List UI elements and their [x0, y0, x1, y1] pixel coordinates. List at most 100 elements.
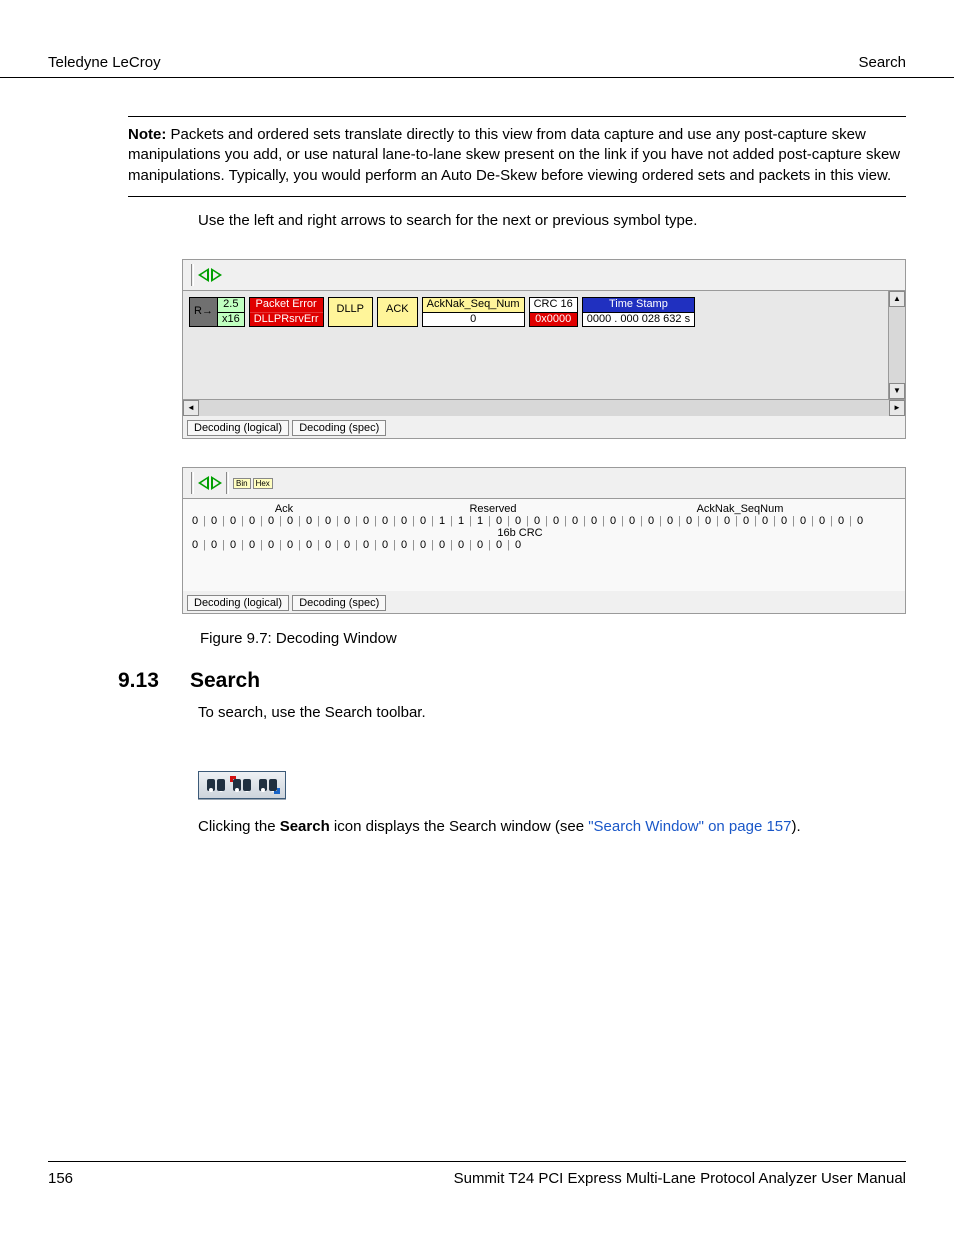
- bits-group-reserved: Reserved: [379, 503, 607, 515]
- prev-arrow-icon[interactable]: [198, 268, 209, 282]
- tab-decoding-logical[interactable]: Decoding (logical): [187, 420, 289, 436]
- field-crc16: CRC 16 0x0000: [529, 297, 578, 327]
- bit-separator: |: [486, 539, 493, 551]
- bit-separator: |: [372, 539, 379, 551]
- section-title: Search: [190, 669, 260, 693]
- bit-cell: 0: [531, 515, 543, 527]
- bit-separator: |: [524, 515, 531, 527]
- page-header: Teledyne LeCroy Search: [0, 0, 954, 78]
- field-packet-error-top: Packet Error: [250, 298, 323, 312]
- field-r-top: 2.5: [218, 298, 244, 312]
- scroll-right-button[interactable]: ►: [889, 400, 905, 416]
- tab-decoding-spec[interactable]: Decoding (spec): [292, 595, 386, 611]
- tab-decoding-spec[interactable]: Decoding (spec): [292, 420, 386, 436]
- figure-caption: Figure 9.7: Decoding Window: [200, 630, 906, 647]
- bits-group-crc: 16b CRC: [349, 527, 691, 539]
- search-next-icon[interactable]: [258, 777, 278, 793]
- bit-cell: 0: [645, 515, 657, 527]
- field-packet-error-bot: DLLPRsrvErr: [250, 312, 323, 327]
- panel2-tabs: Decoding (logical) Decoding (spec): [183, 591, 905, 613]
- bit-cell: 0: [759, 515, 771, 527]
- bit-cell: 0: [322, 539, 334, 551]
- next-arrow-icon[interactable]: [211, 268, 222, 282]
- bit-cell: 0: [360, 539, 372, 551]
- field-dllp: DLLP: [328, 297, 374, 327]
- bit-separator: |: [790, 515, 797, 527]
- bit-cell: 0: [816, 515, 828, 527]
- bit-cell: 0: [341, 515, 353, 527]
- field-ack-label: ACK: [378, 298, 417, 322]
- bit-separator: |: [771, 515, 778, 527]
- bit-separator: |: [220, 515, 227, 527]
- bit-cell: 0: [512, 515, 524, 527]
- bit-separator: |: [277, 539, 284, 551]
- footer-title: Summit T24 PCI Express Multi-Lane Protoc…: [454, 1170, 906, 1187]
- bit-cell: 1: [436, 515, 448, 527]
- bit-separator: |: [201, 539, 208, 551]
- bit-cell: 0: [246, 539, 258, 551]
- bit-separator: |: [372, 515, 379, 527]
- note-box: Note: Packets and ordered sets translate…: [128, 116, 906, 197]
- bit-separator: |: [220, 539, 227, 551]
- bit-cell: 0: [493, 539, 505, 551]
- field-acknak-top: AckNak_Seq_Num: [423, 298, 524, 312]
- bit-separator: |: [410, 539, 417, 551]
- bit-separator: |: [676, 515, 683, 527]
- bit-cell: 0: [360, 515, 372, 527]
- field-r-bot: x16: [218, 312, 244, 327]
- scroll-down-button[interactable]: ▼: [889, 383, 905, 399]
- search-description: Clicking the Search icon displays the Se…: [128, 817, 906, 837]
- page-number: 156: [48, 1170, 73, 1187]
- text-part-a: Clicking the: [198, 818, 280, 835]
- bit-cell: 0: [379, 539, 391, 551]
- decoding-panel-logical: R→ 2.5 x16 Packet Error DLLPRsrvErr: [182, 259, 906, 439]
- bits-group-ack: Ack: [189, 503, 379, 515]
- bit-cell: 0: [835, 515, 847, 527]
- bit-cell: 0: [227, 539, 239, 551]
- bit-separator: |: [239, 539, 246, 551]
- arrow-instructions: Use the left and right arrows to search …: [128, 211, 906, 231]
- text-part-d: ).: [792, 818, 801, 835]
- bit-separator: |: [410, 515, 417, 527]
- bit-separator: |: [353, 539, 360, 551]
- bit-cell: 0: [455, 539, 467, 551]
- search-icon[interactable]: [206, 777, 226, 793]
- note-text: Packets and ordered sets translate direc…: [128, 126, 900, 184]
- bit-cell: 0: [797, 515, 809, 527]
- field-acknak-bot: 0: [423, 312, 524, 327]
- bit-cell: 0: [702, 515, 714, 527]
- prev-arrow-icon[interactable]: [198, 476, 209, 490]
- toolbar-grip-icon: [191, 472, 194, 494]
- bit-separator: |: [828, 515, 835, 527]
- scroll-up-button[interactable]: ▲: [889, 291, 905, 307]
- bit-separator: |: [505, 539, 512, 551]
- bit-cell: 0: [265, 515, 277, 527]
- search-prev-icon[interactable]: [232, 777, 252, 793]
- bit-cell: 0: [303, 515, 315, 527]
- field-acknak-seqnum: AckNak_Seq_Num 0: [422, 297, 525, 327]
- scroll-left-button[interactable]: ◄: [183, 400, 199, 416]
- search-window-link[interactable]: "Search Window" on page 157: [588, 818, 791, 835]
- field-ack: ACK: [377, 297, 418, 327]
- vertical-scrollbar[interactable]: ▲ ▼: [888, 291, 905, 399]
- bit-cell: 0: [626, 515, 638, 527]
- bin-button[interactable]: Bin: [233, 478, 251, 489]
- toolbar-grip-icon: [191, 264, 194, 286]
- horizontal-scrollbar[interactable]: ◄ ►: [183, 399, 905, 416]
- bit-cell: 0: [721, 515, 733, 527]
- bit-cell: 0: [740, 515, 752, 527]
- bit-cell: 0: [398, 539, 410, 551]
- field-packet-error: Packet Error DLLPRsrvErr: [249, 297, 324, 327]
- tab-decoding-logical[interactable]: Decoding (logical): [187, 595, 289, 611]
- bit-cell: 0: [607, 515, 619, 527]
- bit-cell: 0: [189, 539, 201, 551]
- field-crc16-top: CRC 16: [530, 298, 577, 312]
- bit-cell: 0: [493, 515, 505, 527]
- bit-cell: 0: [512, 539, 524, 551]
- next-arrow-icon[interactable]: [211, 476, 222, 490]
- bit-separator: |: [277, 515, 284, 527]
- hex-button[interactable]: Hex: [253, 478, 273, 489]
- toolbar-separator-icon: [226, 472, 229, 494]
- bit-cell: 0: [265, 539, 277, 551]
- bit-separator: |: [429, 515, 436, 527]
